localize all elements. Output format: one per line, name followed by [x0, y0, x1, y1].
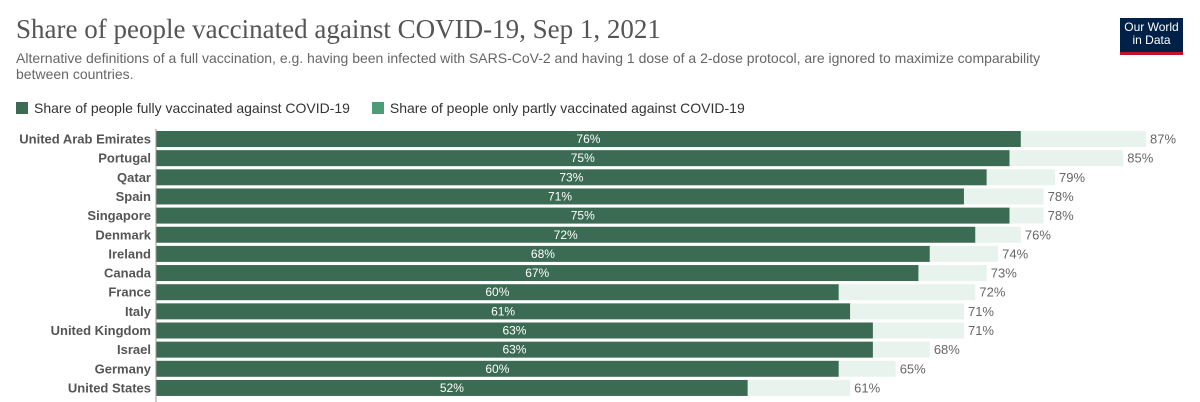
logo-line-1: Our World: [1124, 20, 1179, 34]
bar-partly-vaccinated: [1009, 207, 1044, 224]
bar-partly-vaccinated: [963, 188, 1044, 205]
bar-total-label: 71%: [968, 304, 994, 319]
bar-total-label: 85%: [1127, 151, 1153, 166]
category-label: Spain: [116, 189, 151, 204]
legend-item-partly[interactable]: Share of people only partly vaccinated a…: [371, 100, 745, 116]
category-label: Germany: [95, 361, 152, 376]
bar-fully-vaccinated: [156, 360, 839, 377]
category-label: Qatar: [117, 170, 151, 185]
bar-value-label: 52%: [440, 381, 464, 395]
legend-label-fully: Share of people fully vaccinated against…: [34, 100, 350, 116]
legend-swatch-fully: [16, 102, 28, 114]
bar-partly-vaccinated: [918, 265, 987, 282]
bar-value-label: 61%: [491, 304, 515, 318]
legend-label-partly: Share of people only partly vaccinated a…: [389, 100, 745, 116]
category-label: Portugal: [98, 151, 151, 166]
bar-total-label: 72%: [979, 285, 1005, 300]
bar-value-label: 75%: [571, 209, 595, 223]
bar-total-label: 87%: [1150, 132, 1176, 147]
chart-title: Share of people vaccinated against COVID…: [16, 14, 661, 44]
category-label: Denmark: [95, 227, 151, 242]
bar-fully-vaccinated: [156, 207, 1010, 224]
bar-fully-vaccinated: [156, 265, 919, 282]
chart-subtitle: Alternative definitions of a full vaccin…: [16, 50, 1041, 82]
bar-fully-vaccinated: [156, 322, 873, 339]
bar-total-label: 65%: [900, 361, 926, 376]
bar-value-label: 67%: [525, 266, 549, 280]
bar-total-label: 78%: [1048, 189, 1074, 204]
category-label: Italy: [125, 304, 152, 319]
category-label: Canada: [104, 266, 152, 281]
owid-logo[interactable]: Our World in Data: [1120, 18, 1183, 55]
bar-total-label: 68%: [934, 342, 960, 357]
bar-total-label: 76%: [1025, 227, 1051, 242]
bar-fully-vaccinated: [156, 188, 964, 205]
bar-partly-vaccinated: [929, 245, 999, 262]
bar-partly-vaccinated: [872, 322, 964, 339]
bar-value-label: 68%: [531, 247, 555, 261]
bar-partly-vaccinated: [975, 226, 1021, 243]
bar-value-label: 60%: [485, 362, 509, 376]
bar-partly-vaccinated: [872, 341, 930, 358]
bar-fully-vaccinated: [156, 284, 839, 301]
category-label: France: [108, 285, 151, 300]
bar-partly-vaccinated: [1009, 150, 1124, 167]
bar-value-label: 60%: [485, 285, 509, 299]
category-label: United Arab Emirates: [19, 132, 151, 147]
bar-partly-vaccinated: [747, 379, 851, 396]
bar-fully-vaccinated: [156, 303, 851, 320]
category-label: Israel: [117, 342, 151, 357]
bar-fully-vaccinated: [156, 131, 1021, 147]
bar-fully-vaccinated: [156, 379, 748, 396]
legend-swatch-partly: [371, 102, 384, 114]
bar-partly-vaccinated: [838, 360, 896, 377]
category-label: Singapore: [87, 208, 151, 223]
bar-value-label: 63%: [502, 343, 526, 357]
bar-fully-vaccinated: [156, 226, 976, 243]
bar-partly-vaccinated: [838, 284, 976, 301]
bar-value-label: 73%: [559, 170, 583, 184]
chart-legend: Share of people fully vaccinated against…: [16, 100, 763, 117]
bar-fully-vaccinated: [156, 341, 873, 358]
bar-total-label: 78%: [1048, 208, 1074, 223]
logo-line-2: in Data: [1132, 33, 1171, 47]
bar-total-label: 79%: [1059, 170, 1085, 185]
bar-fully-vaccinated: [156, 169, 987, 186]
bar-value-label: 72%: [554, 228, 578, 242]
category-label: Ireland: [108, 246, 151, 261]
bar-total-label: 61%: [854, 380, 880, 395]
legend-item-fully[interactable]: Share of people fully vaccinated against…: [16, 100, 350, 116]
bar-total-label: 74%: [1002, 246, 1028, 261]
bar-fully-vaccinated: [156, 245, 930, 262]
category-label: United States: [68, 380, 151, 395]
category-label: United Kingdom: [51, 323, 151, 338]
bar-value-label: 76%: [576, 132, 600, 146]
bar-value-label: 75%: [571, 151, 595, 165]
bar-value-label: 63%: [502, 324, 526, 338]
bar-partly-vaccinated: [850, 303, 964, 320]
bar-total-label: 71%: [968, 323, 994, 338]
bar-fully-vaccinated: [156, 150, 1010, 167]
bar-partly-vaccinated: [1020, 131, 1147, 147]
bar-total-label: 73%: [991, 266, 1017, 281]
bar-value-label: 71%: [548, 189, 572, 203]
bar-partly-vaccinated: [986, 169, 1056, 186]
